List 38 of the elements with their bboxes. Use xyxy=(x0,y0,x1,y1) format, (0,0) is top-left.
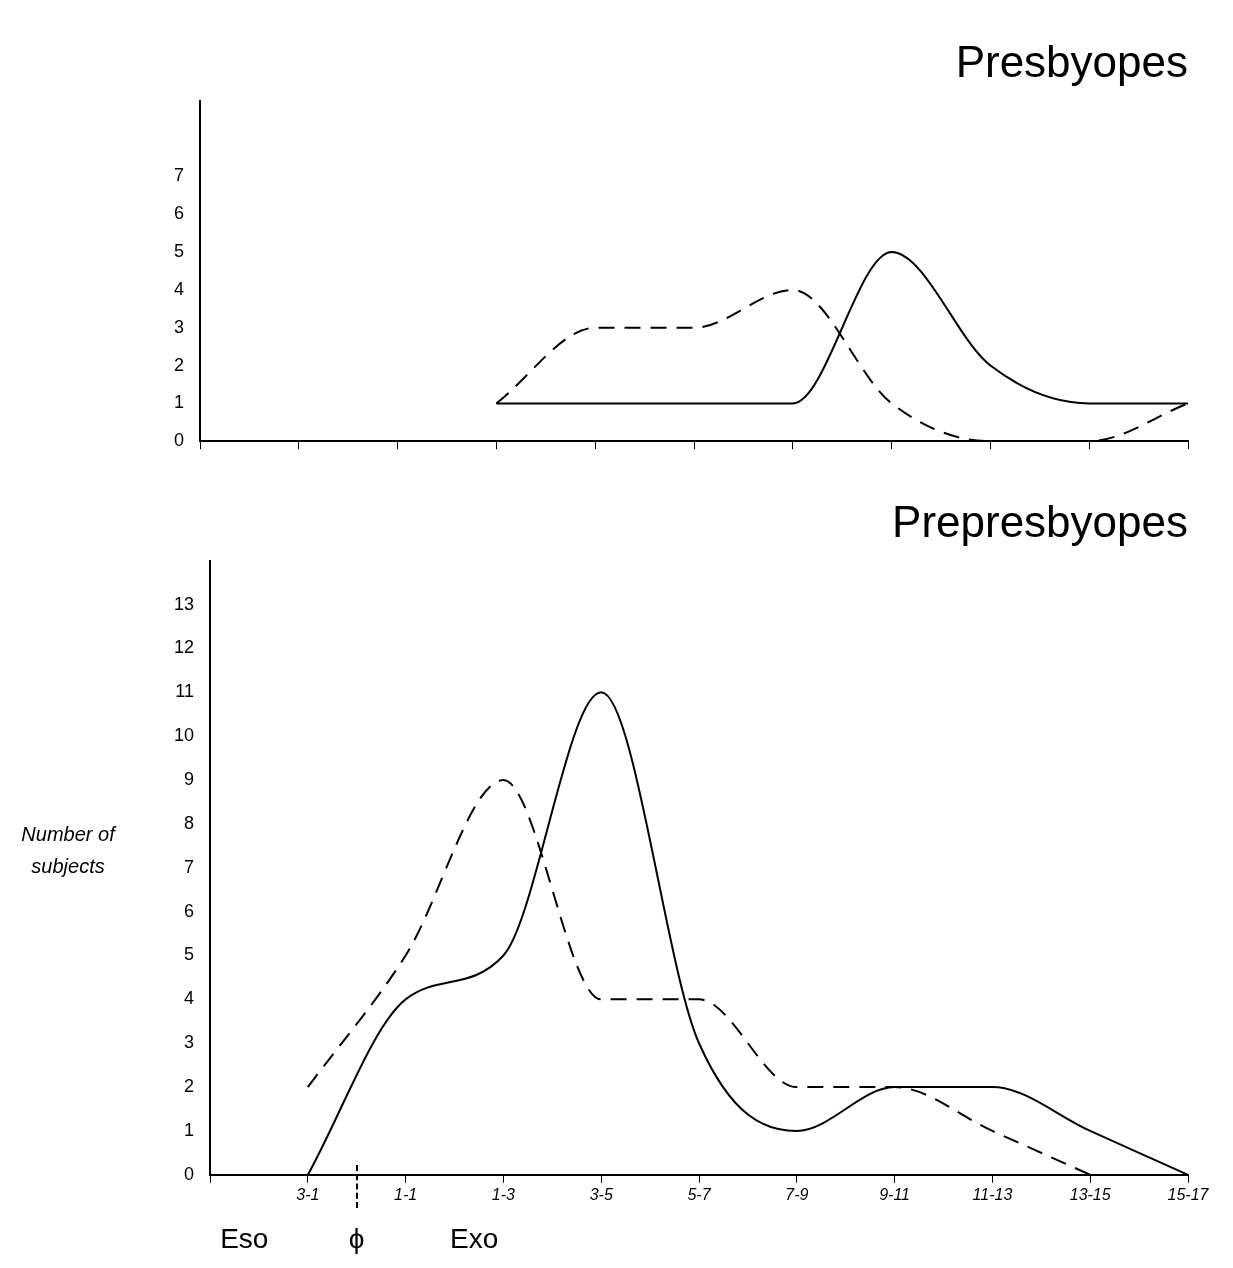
y-tick-label: 6 xyxy=(184,900,195,921)
x-tick-label: 5-7 xyxy=(687,1185,712,1203)
y-tick-label: 13 xyxy=(173,593,195,614)
y-tick-label: 0 xyxy=(184,1163,195,1184)
x-tick-label: 3-1 xyxy=(296,1185,320,1203)
y-tick-label: 3 xyxy=(184,1032,195,1053)
x-tick-label: 1-3 xyxy=(491,1185,516,1203)
x-tick-label: 9-11 xyxy=(879,1185,911,1203)
y-tick-label: 7 xyxy=(184,856,195,877)
text: Exo xyxy=(449,1222,499,1254)
y-tick-label: 0 xyxy=(174,430,185,451)
y-tick-label: 8 xyxy=(184,812,195,833)
text: ϕ xyxy=(348,1222,365,1254)
y-tick-label: 9 xyxy=(184,769,195,790)
x-tick-label: 11-13 xyxy=(972,1185,1013,1203)
y-tick-label: 12 xyxy=(173,637,195,658)
x-tick-label: 3-5 xyxy=(589,1185,613,1203)
text: Eso xyxy=(220,1222,269,1254)
x-tick-label: 7-9 xyxy=(785,1185,809,1203)
chart-title: Presbyopes xyxy=(955,36,1188,86)
y-tick-label: 4 xyxy=(184,988,195,1009)
y-tick-label: 5 xyxy=(184,944,195,965)
y-tick-label: 1 xyxy=(174,392,185,413)
y-tick-label: 1 xyxy=(184,1119,195,1140)
y-tick-label: 6 xyxy=(174,203,185,224)
y-tick-label: 4 xyxy=(174,278,185,299)
y-axis-title: Number of subjects xyxy=(20,821,118,879)
x-tick-label: 15-17 xyxy=(1167,1185,1210,1203)
y-tick-label: 10 xyxy=(173,725,195,746)
y-tick-label: 2 xyxy=(174,354,185,375)
x-tick-label: 13-15 xyxy=(1069,1185,1111,1203)
x-tick-label: 1-1 xyxy=(394,1185,418,1203)
y-tick-label: 3 xyxy=(174,316,185,337)
chart-title: Prepresbyopes xyxy=(892,496,1188,546)
y-tick-label: 11 xyxy=(175,681,195,702)
y-tick-label: 2 xyxy=(184,1076,195,1097)
y-tick-label: 7 xyxy=(174,165,185,186)
y-tick-label: 5 xyxy=(174,241,185,262)
